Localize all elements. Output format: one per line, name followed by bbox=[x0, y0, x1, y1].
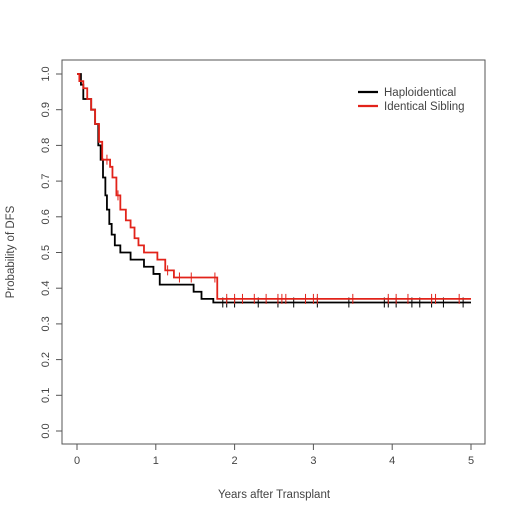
y-tick-label: 0.5 bbox=[40, 245, 52, 260]
axes-layer: 0 1 2 3 4 5 0.0 0.1 0.2 0.3 0.4 0.5 0.6 0.7 0.8 0.9 1.0 bbox=[40, 59, 486, 467]
y-tick-label: 0.3 bbox=[40, 316, 52, 331]
y-tick-label: 0.6 bbox=[40, 209, 52, 224]
y-tick-label: 0.9 bbox=[40, 102, 52, 117]
x-tick-label: 0 bbox=[74, 455, 80, 467]
x-tick-label: 2 bbox=[232, 455, 238, 467]
y-tick-label: 0.1 bbox=[40, 388, 52, 403]
x-tick-label: 1 bbox=[153, 455, 159, 467]
y-tick-label: 1.0 bbox=[40, 66, 52, 81]
y-tick-label: 0.8 bbox=[40, 138, 52, 153]
y-tick-label: 0.0 bbox=[40, 423, 52, 438]
legend: Haploidentical Identical Sibling bbox=[358, 87, 465, 113]
y-tick-label: 0.4 bbox=[40, 281, 52, 296]
x-tick-label: 5 bbox=[468, 455, 474, 467]
x-tick-label: 3 bbox=[310, 455, 316, 467]
y-tick-label: 0.7 bbox=[40, 173, 52, 188]
series-layer bbox=[77, 73, 471, 308]
y-tick-label: 0.2 bbox=[40, 352, 52, 367]
x-tick-label: 4 bbox=[389, 455, 395, 467]
legend-label-identical-sibling: Identical Sibling bbox=[384, 101, 465, 113]
survival-curve-identical-sibling bbox=[77, 73, 471, 300]
x-axis-title: Years after Transplant bbox=[218, 489, 331, 501]
y-axis-title: Probability of DFS bbox=[5, 205, 17, 298]
legend-label-haploidentical: Haploidentical bbox=[384, 87, 456, 99]
